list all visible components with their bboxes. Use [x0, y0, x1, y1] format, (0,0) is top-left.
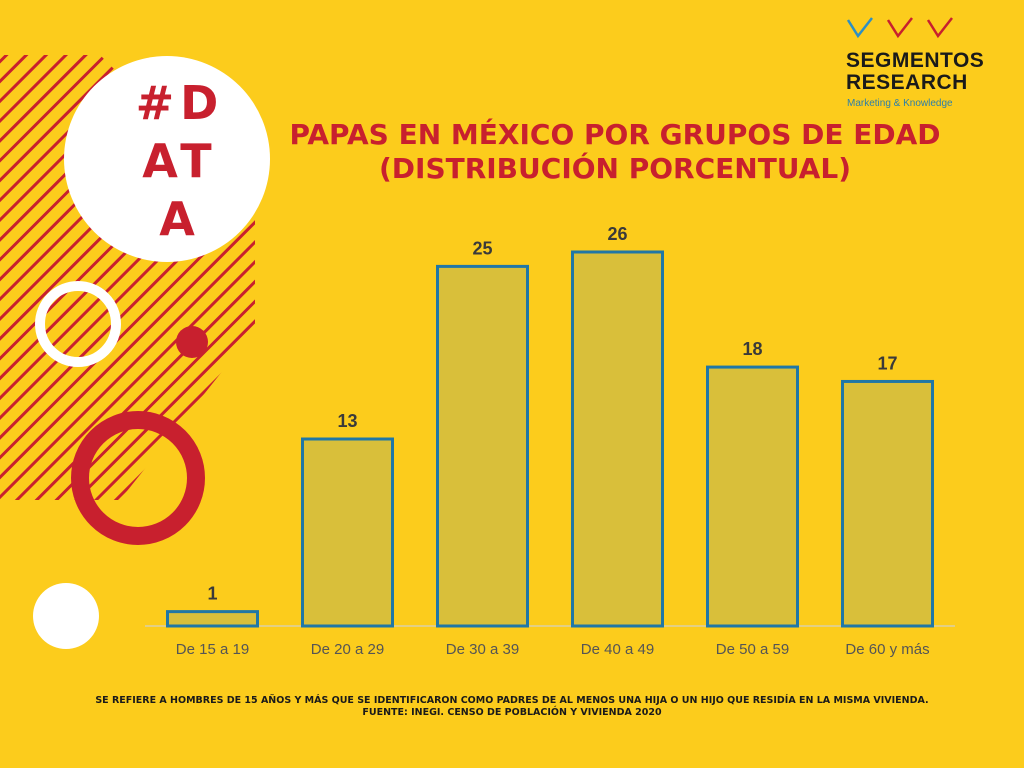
logo-name: SEGMENTOS RESEARCH: [846, 50, 984, 94]
bar-0: [166, 610, 259, 628]
x-tick-label-4: De 50 a 59: [716, 641, 789, 658]
x-tick-label-0: De 15 a 19: [176, 641, 249, 658]
data-badge-line3: A: [159, 192, 201, 246]
data-label-4: 18: [742, 339, 762, 359]
white-ring: [35, 281, 121, 367]
bar-4: [706, 365, 799, 628]
red-dot: [176, 326, 208, 358]
data-label-2: 25: [472, 238, 492, 258]
chart-title-line2: (DISTRIBUCIÓN PORCENTUAL): [378, 152, 851, 185]
logo-tagline: Marketing & Knowledge: [847, 98, 953, 109]
data-badge-text: #D AT A: [64, 74, 296, 248]
x-tick-label-2: De 30 a 39: [446, 641, 519, 658]
x-tick-label-1: De 20 a 29: [311, 641, 384, 658]
bar-5: [841, 379, 934, 628]
data-badge-line2: AT: [142, 134, 218, 188]
footnote: SE REFIERE A HOMBRES DE 15 AÑOS Y MÁS QU…: [0, 695, 1024, 719]
data-label-3: 26: [607, 224, 627, 244]
chart-title: PAPAS EN MÉXICO POR GRUPOS DE EDAD (DIST…: [250, 118, 980, 186]
data-badge-circle: [64, 56, 270, 262]
logo-name-line2: RESEARCH: [846, 71, 968, 94]
bar-1: [301, 437, 394, 628]
bar-3: [571, 250, 664, 628]
data-badge-line1: #D: [135, 76, 225, 130]
footnote-line1: SE REFIERE A HOMBRES DE 15 AÑOS Y MÁS QU…: [95, 695, 929, 706]
checkmarks-icon: [846, 17, 953, 39]
red-ring: [71, 411, 205, 545]
chart-title-line1: PAPAS EN MÉXICO POR GRUPOS DE EDAD: [289, 118, 941, 151]
segmentos-logo: SEGMENTOS RESEARCH Marketing & Knowledge: [846, 14, 1006, 109]
data-label-0: 1: [207, 584, 217, 604]
data-label-5: 17: [877, 353, 897, 373]
data-label-1: 13: [337, 411, 357, 431]
logo-name-line1: SEGMENTOS: [846, 49, 985, 72]
bar-2: [436, 264, 529, 628]
x-tick-label-3: De 40 a 49: [581, 641, 654, 658]
footnote-line2: FUENTE: INEGI. CENSO DE POBLACIÓN Y VIVI…: [362, 707, 662, 718]
white-dot: [33, 583, 99, 649]
x-tick-label-5: De 60 y más: [845, 641, 929, 658]
